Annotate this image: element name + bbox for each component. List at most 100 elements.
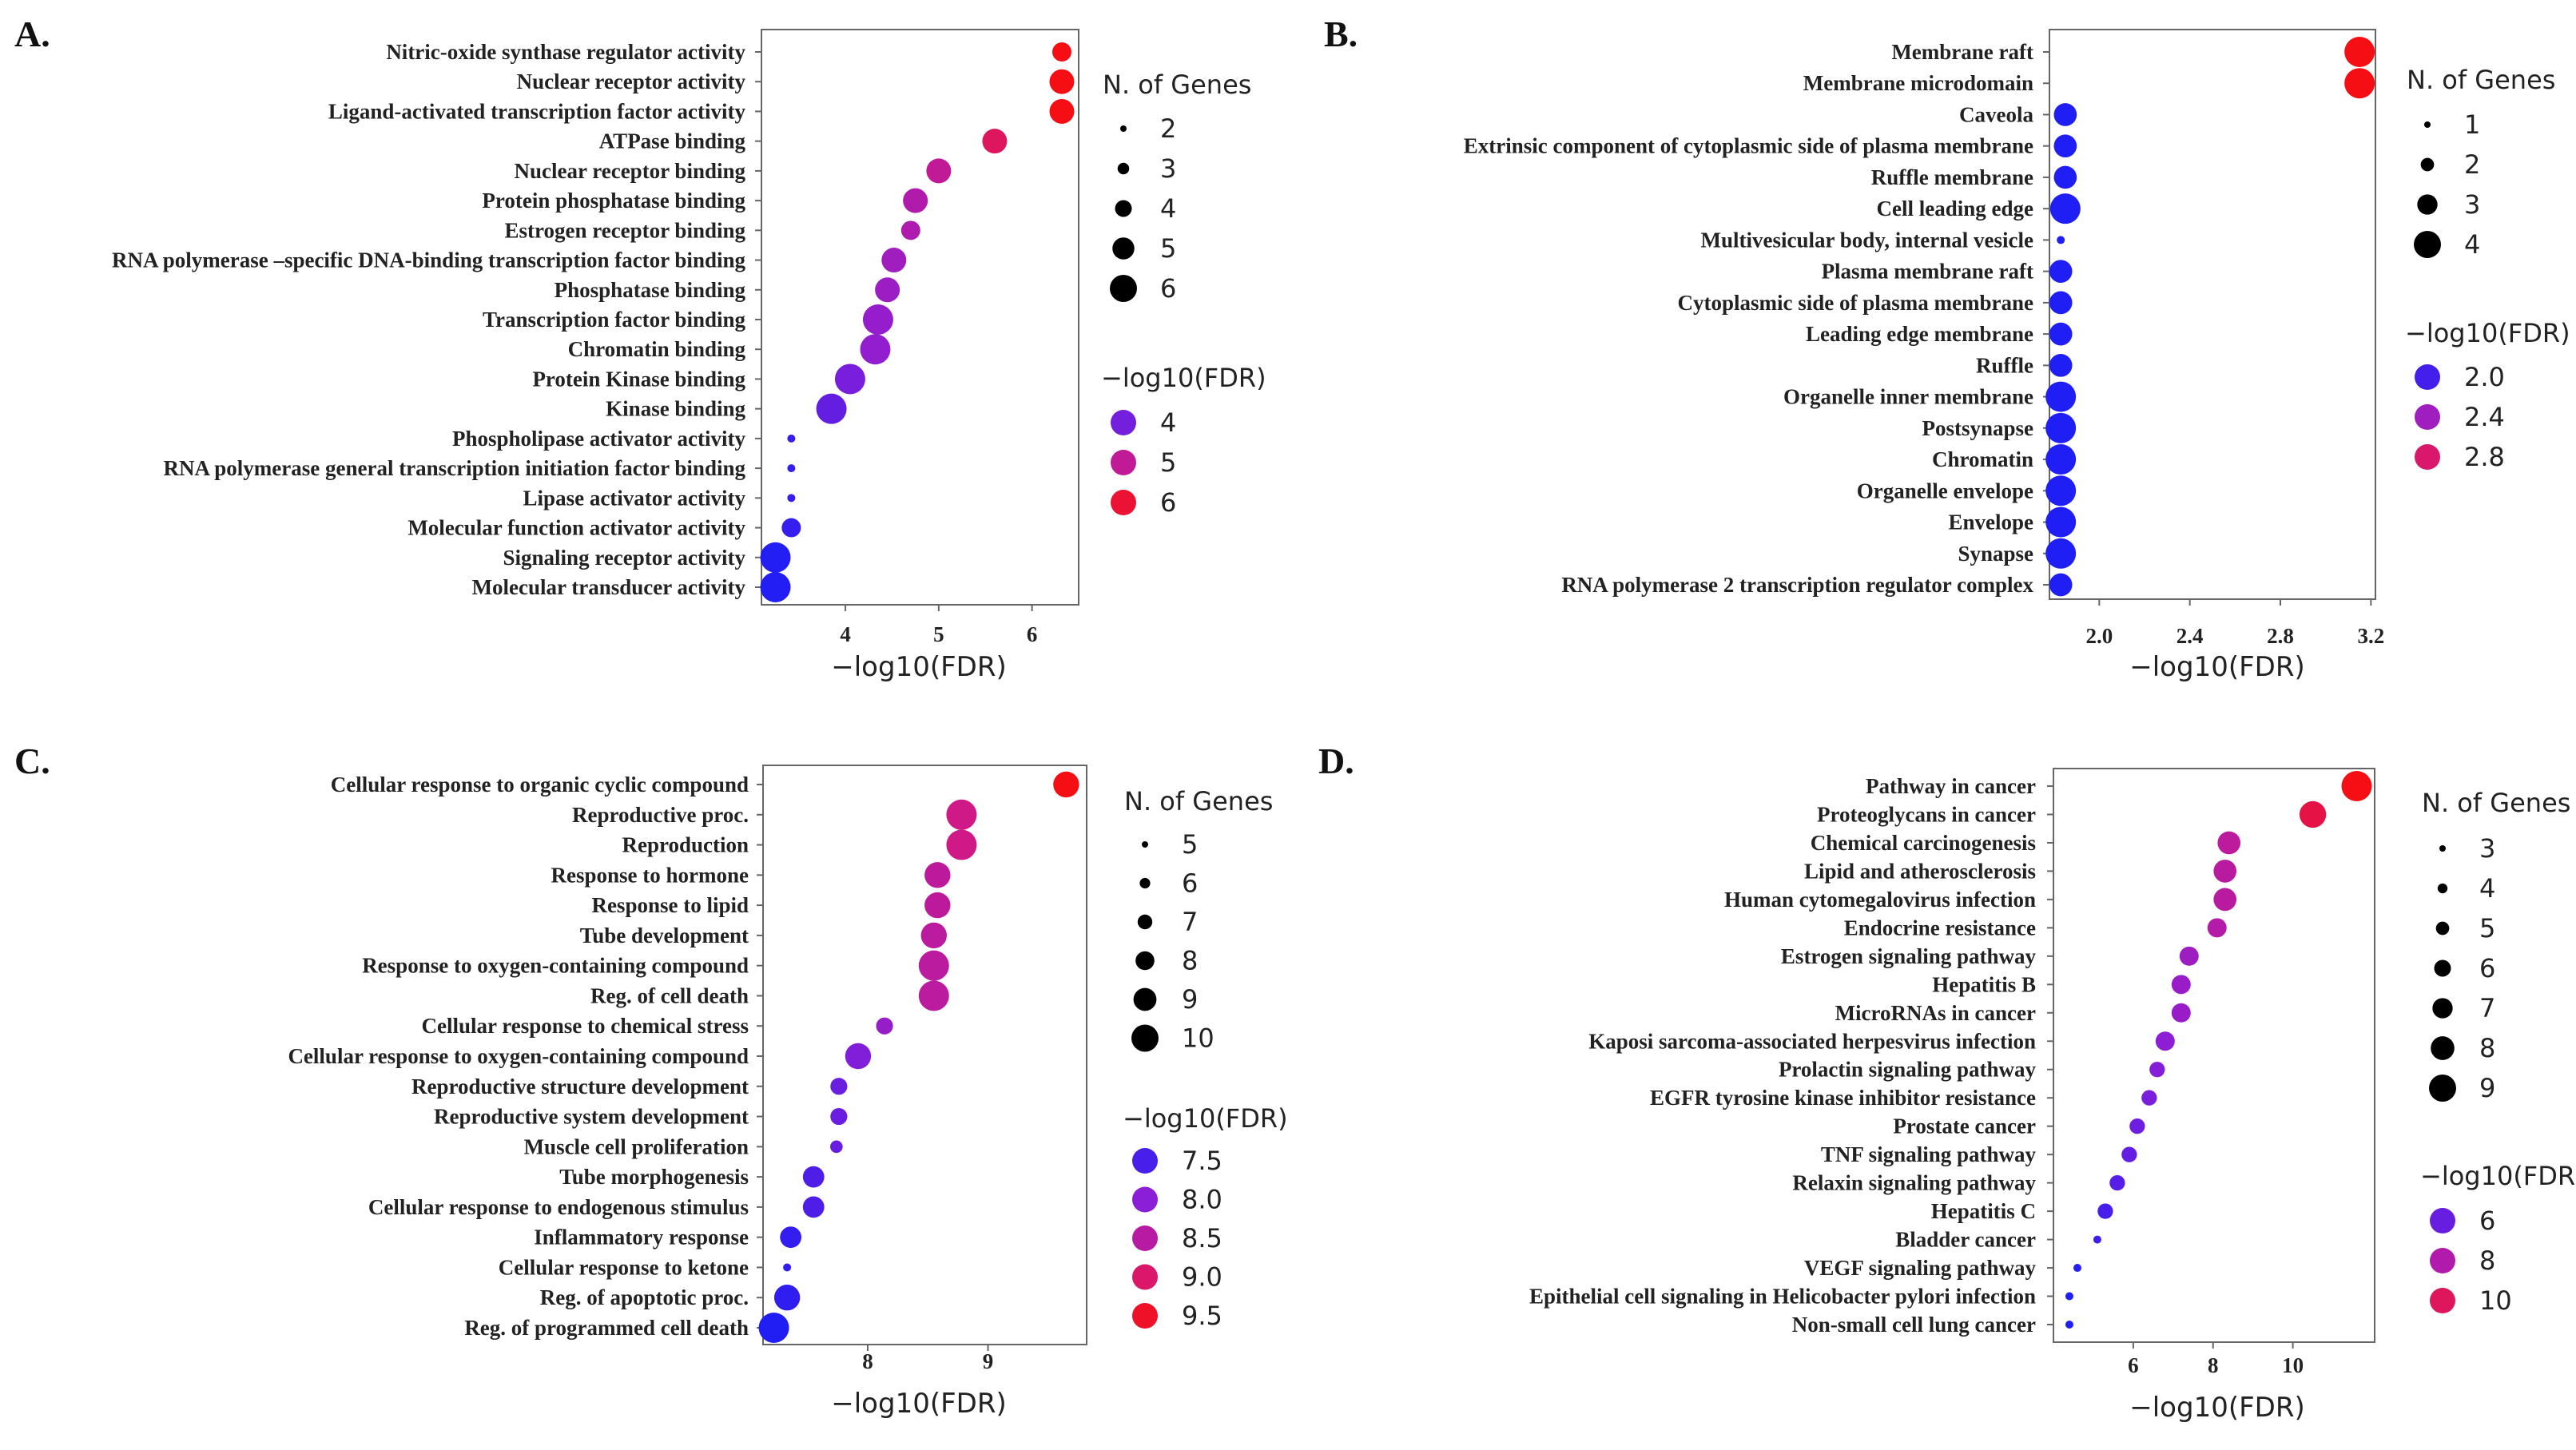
category-label: Tube morphogenesis bbox=[559, 1165, 749, 1189]
category-label: Hepatitis C bbox=[1931, 1199, 2036, 1223]
data-point bbox=[2049, 322, 2073, 346]
size-legend-marker bbox=[2417, 194, 2438, 215]
category-label: Nuclear receptor activity bbox=[517, 70, 746, 93]
data-point bbox=[2045, 475, 2077, 507]
data-point bbox=[982, 129, 1008, 154]
data-point bbox=[924, 862, 951, 888]
color-legend-marker bbox=[1111, 410, 1136, 435]
color-legend-marker bbox=[1111, 490, 1136, 515]
category-label: Reg. of cell death bbox=[590, 983, 749, 1007]
x-tick-label: 5 bbox=[933, 622, 944, 646]
plot-frame bbox=[762, 765, 1087, 1345]
size-legend-marker bbox=[2434, 959, 2451, 977]
category-label: Cytoplasmic side of plasma membrane bbox=[1678, 291, 2033, 315]
data-point bbox=[2065, 1292, 2073, 1301]
x-tick-label: 6 bbox=[2128, 1353, 2139, 1377]
size-legend-title: N. of Genes bbox=[1103, 70, 1251, 100]
category-label: Lipid and atherosclerosis bbox=[1804, 859, 2036, 883]
category-label: Response to oxygen-containing compound bbox=[362, 954, 749, 978]
category-label: Estrogen signaling pathway bbox=[1781, 944, 2037, 968]
category-label: Leading edge membrane bbox=[1806, 322, 2033, 346]
category-label: Reproductive structure development bbox=[411, 1075, 749, 1098]
category-label: Pathway in cancer bbox=[1866, 774, 2036, 798]
panel-a: A. 4 5 6 −log10(FDR) Nitric-oxide synthase re… bbox=[14, 14, 1266, 683]
size-legend-marker bbox=[1112, 237, 1135, 260]
category-label: Ruffle membrane bbox=[1871, 165, 2033, 189]
size-legend-label: 7 bbox=[2479, 993, 2495, 1023]
data-point bbox=[2045, 381, 2077, 412]
size-legend-label: 4 bbox=[2464, 229, 2480, 260]
data-point bbox=[2171, 975, 2191, 995]
category-label: Hepatitis B bbox=[1932, 972, 2036, 996]
size-legend-marker bbox=[2420, 157, 2435, 172]
data-point bbox=[830, 1107, 848, 1126]
data-point bbox=[760, 572, 791, 602]
data-point bbox=[2155, 1031, 2175, 1051]
category-label: Muscle cell proliferation bbox=[524, 1134, 749, 1158]
data-point bbox=[787, 434, 796, 443]
color-legend-label: 4 bbox=[1160, 407, 1176, 438]
category-label: Transcription factor binding bbox=[483, 308, 746, 332]
size-legend-label: 9 bbox=[2479, 1073, 2495, 1103]
category-label: Cellular response to endogenous stimulus bbox=[368, 1195, 749, 1219]
color-legend-marker bbox=[2415, 444, 2440, 470]
data-point bbox=[2121, 1146, 2137, 1162]
data-point bbox=[876, 1017, 893, 1035]
data-point bbox=[2344, 68, 2375, 99]
data-point bbox=[2045, 412, 2077, 443]
color-legend-title: −log10(FDR) bbox=[1123, 1103, 1288, 1134]
category-label: Synapse bbox=[1958, 542, 2033, 566]
size-legend-marker bbox=[1133, 987, 1157, 1011]
category-label: Caveola bbox=[1959, 102, 2033, 126]
color-legend-title: −log10(FDR) bbox=[1101, 363, 1266, 393]
category-label: Response to hormone bbox=[551, 863, 749, 887]
x-tick-label: 2.4 bbox=[2176, 624, 2204, 648]
category-label: Molecular function activator activity bbox=[407, 516, 745, 540]
data-point bbox=[802, 1166, 825, 1188]
x-tick-label: 2.8 bbox=[2267, 624, 2294, 648]
category-label: MicroRNAs in cancer bbox=[1835, 1001, 2036, 1025]
data-point bbox=[2049, 573, 2073, 597]
data-point bbox=[1049, 98, 1075, 124]
color-legend-marker bbox=[1132, 1148, 1158, 1174]
plot-frame bbox=[761, 29, 1079, 606]
category-label: Kinase binding bbox=[606, 397, 745, 421]
data-point bbox=[2049, 354, 2073, 377]
color-legend-label: 5 bbox=[1160, 447, 1176, 478]
color-legend-label: 9.0 bbox=[1182, 1262, 1222, 1293]
color-legend-label: 7.5 bbox=[1182, 1146, 1222, 1176]
category-label: Kaposi sarcoma-associated herpesvirus in… bbox=[1588, 1029, 2036, 1053]
category-label: Plasma membrane raft bbox=[1822, 260, 2033, 284]
data-point bbox=[926, 158, 952, 184]
panel-b: B. 2.0 2.4 2.8 3.2 −log10(FDR) Membrane raft Me… bbox=[1324, 14, 2570, 683]
data-point bbox=[2341, 771, 2372, 801]
size-legend-marker bbox=[2414, 231, 2441, 258]
category-label: Multivesicular body, internal vesicle bbox=[1701, 228, 2033, 252]
category-label: Relaxin signaling pathway bbox=[1792, 1171, 2036, 1195]
panel-label: D. bbox=[1318, 741, 1354, 781]
category-label: Estrogen receptor binding bbox=[504, 218, 745, 242]
x-tick-label: 4 bbox=[840, 622, 851, 646]
data-point bbox=[802, 1196, 825, 1218]
color-legend-marker bbox=[2415, 404, 2440, 430]
category-label: Non-small cell lung cancer bbox=[1792, 1313, 2036, 1337]
category-label: Cell leading edge bbox=[1877, 197, 2034, 220]
data-point bbox=[2207, 918, 2227, 938]
data-point bbox=[903, 188, 928, 213]
category-label: Reproductive proc. bbox=[572, 803, 749, 827]
category-label: Nuclear receptor binding bbox=[515, 159, 746, 183]
category-label: Prolactin signaling pathway bbox=[1779, 1058, 2037, 1082]
color-legend-marker bbox=[1132, 1186, 1158, 1213]
data-point bbox=[920, 922, 947, 949]
size-legend-label: 2 bbox=[1160, 113, 1176, 144]
category-label: Cellular response to organic cyclic comp… bbox=[331, 773, 749, 797]
data-point bbox=[2093, 1235, 2101, 1244]
category-label: Organelle envelope bbox=[1857, 479, 2033, 503]
data-point bbox=[2065, 1321, 2073, 1329]
category-label: Signaling receptor activity bbox=[503, 546, 746, 570]
panel-label: C. bbox=[14, 741, 50, 781]
data-point bbox=[862, 304, 893, 335]
data-point bbox=[830, 1078, 848, 1095]
data-point bbox=[2053, 134, 2077, 158]
category-label: Reg. of apoptotic proc. bbox=[540, 1285, 749, 1309]
